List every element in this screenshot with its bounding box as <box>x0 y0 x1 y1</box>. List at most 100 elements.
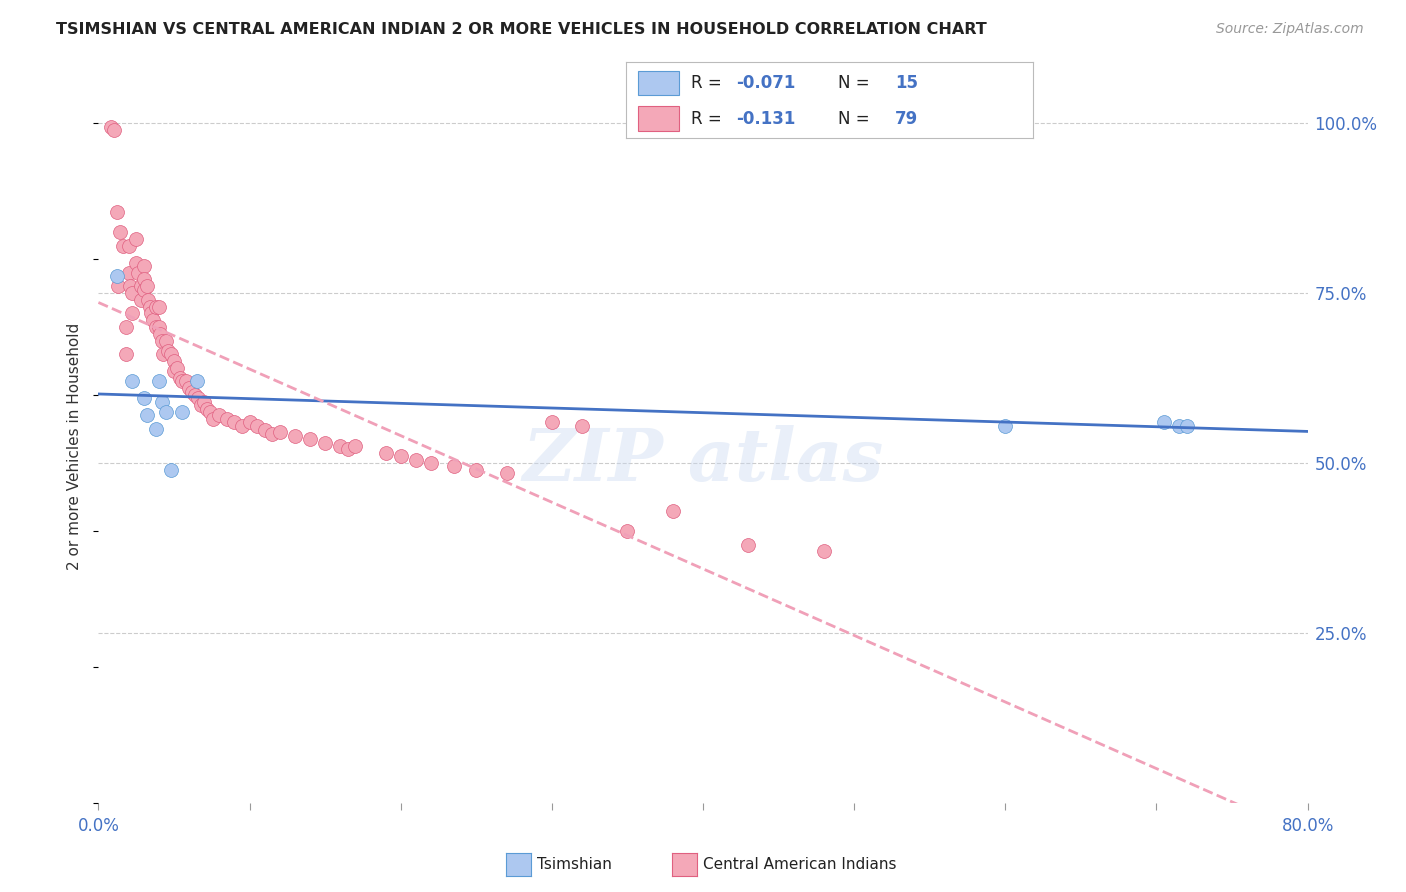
Point <box>299 432 322 446</box>
Point <box>148 320 170 334</box>
Point <box>374 446 396 460</box>
Point <box>127 266 149 280</box>
Point <box>105 204 128 219</box>
Point <box>132 259 155 273</box>
Point <box>142 313 165 327</box>
Point <box>114 320 136 334</box>
Point <box>135 279 157 293</box>
Point <box>100 120 122 134</box>
Text: Source: ZipAtlas.com: Source: ZipAtlas.com <box>1216 22 1364 37</box>
Point <box>420 456 443 470</box>
Point <box>170 405 193 419</box>
Point <box>136 293 159 307</box>
Point <box>125 232 148 246</box>
Point <box>163 354 186 368</box>
Point <box>200 405 222 419</box>
Point <box>344 439 367 453</box>
Point <box>129 279 152 293</box>
Point <box>239 415 262 429</box>
Point <box>262 427 284 442</box>
Point <box>121 306 143 320</box>
Point <box>121 286 143 301</box>
Point <box>193 394 215 409</box>
Point <box>121 375 143 389</box>
Point <box>737 537 759 551</box>
Text: Central American Indians: Central American Indians <box>703 857 897 871</box>
Point <box>571 418 593 433</box>
Point <box>181 384 204 399</box>
Point <box>156 343 179 358</box>
Point <box>186 375 208 389</box>
Point <box>202 412 225 426</box>
Point <box>224 415 246 429</box>
Point <box>166 360 188 375</box>
Text: Tsimshian: Tsimshian <box>537 857 612 871</box>
Point <box>994 418 1017 433</box>
Point <box>170 375 193 389</box>
Point <box>246 418 269 433</box>
Point <box>443 459 465 474</box>
Point <box>114 347 136 361</box>
Point <box>495 466 517 480</box>
Point <box>141 306 163 320</box>
Point <box>145 320 167 334</box>
Text: TSIMSHIAN VS CENTRAL AMERICAN INDIAN 2 OR MORE VEHICLES IN HOUSEHOLD CORRELATION: TSIMSHIAN VS CENTRAL AMERICAN INDIAN 2 O… <box>56 22 987 37</box>
Point <box>1168 418 1191 433</box>
Point <box>132 272 155 286</box>
Point <box>405 452 427 467</box>
Text: R =: R = <box>690 110 727 128</box>
Point <box>174 375 197 389</box>
Point <box>145 300 167 314</box>
Point <box>148 300 170 314</box>
Point <box>108 225 131 239</box>
Point <box>132 283 155 297</box>
Point <box>145 422 167 436</box>
Text: R =: R = <box>690 74 727 92</box>
Point <box>155 334 177 348</box>
Point <box>111 238 134 252</box>
Point <box>269 425 291 440</box>
Point <box>231 418 253 433</box>
Text: 79: 79 <box>894 110 918 128</box>
Point <box>253 423 276 437</box>
Point <box>190 398 212 412</box>
Point <box>465 463 488 477</box>
Point <box>129 293 152 307</box>
Point <box>118 238 141 252</box>
Point <box>616 524 638 538</box>
Point <box>1175 418 1198 433</box>
Point <box>314 435 336 450</box>
Point <box>135 409 157 423</box>
Point <box>329 439 352 453</box>
Point <box>662 503 685 517</box>
Point <box>107 279 129 293</box>
Point <box>118 266 141 280</box>
Point <box>187 392 209 406</box>
Point <box>813 544 835 558</box>
Point <box>139 300 162 314</box>
Text: -0.071: -0.071 <box>735 74 796 92</box>
Point <box>103 123 125 137</box>
Text: 15: 15 <box>894 74 918 92</box>
Bar <box>638 106 679 130</box>
Point <box>160 347 183 361</box>
Point <box>163 364 186 378</box>
Point <box>160 463 183 477</box>
Point <box>148 375 170 389</box>
Point <box>120 279 142 293</box>
Bar <box>638 70 679 95</box>
Point <box>389 449 412 463</box>
Point <box>155 405 177 419</box>
Point <box>208 409 231 423</box>
Point <box>132 392 155 406</box>
Point <box>125 255 148 269</box>
Point <box>1153 415 1175 429</box>
Text: -0.131: -0.131 <box>735 110 796 128</box>
Point <box>150 334 173 348</box>
Point <box>284 429 307 443</box>
Point <box>149 326 172 341</box>
Point <box>150 394 173 409</box>
Point <box>152 347 174 361</box>
Text: ZIP atlas: ZIP atlas <box>523 425 883 496</box>
Point <box>105 269 128 284</box>
